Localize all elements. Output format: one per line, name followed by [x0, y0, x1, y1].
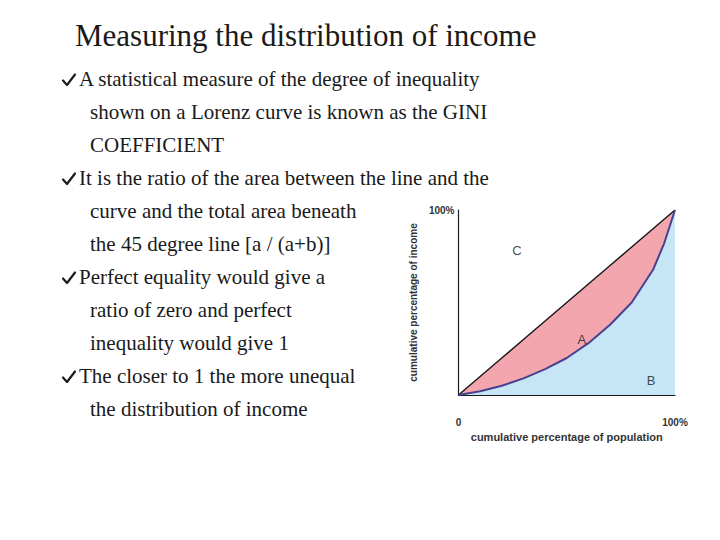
html-text:It is the ratio of the area be: It is the ratio of the area between the … — [79, 166, 489, 190]
html-text:the distribution of income: the distribution of income — [90, 397, 308, 421]
html-text:the 45 degree line [a / (a+b)]: the 45 degree line [a / (a+b)] — [90, 232, 331, 256]
html-text:The closer to 1 the more unequ: The closer to 1 the more unequal — [79, 364, 356, 388]
html-text:Perfect equality would give a: Perfect equality would give a — [79, 265, 326, 289]
html-text:ratio of zero and perfect: ratio of zero and perfect — [90, 298, 292, 322]
html-text:curve and the total area benea: curve and the total area beneath — [90, 199, 357, 223]
svg-text:0: 0 — [456, 417, 462, 428]
svg-text:cumulative percentage of incom: cumulative percentage of income — [408, 223, 419, 382]
svg-text:C: C — [512, 243, 521, 258]
html-text:inequality would give 1: inequality would give 1 — [90, 331, 289, 355]
svg-text:cumulative percentage of popul: cumulative percentage of population — [471, 431, 663, 443]
html-text:shown on a Lorenz curve is kno: shown on a Lorenz curve is known as the … — [90, 100, 488, 124]
html-text:A statistical measure of the d: A statistical measure of the degree of i… — [79, 67, 480, 91]
svg-text:B: B — [647, 373, 656, 388]
svg-text:A: A — [578, 332, 587, 347]
svg-text:100%: 100% — [429, 205, 455, 216]
svg-text:100%: 100% — [662, 417, 688, 428]
html-text:COEFFICIENT: COEFFICIENT — [90, 133, 225, 157]
html-text:Measuring the distribution of: Measuring the distribution of income — [75, 18, 537, 53]
